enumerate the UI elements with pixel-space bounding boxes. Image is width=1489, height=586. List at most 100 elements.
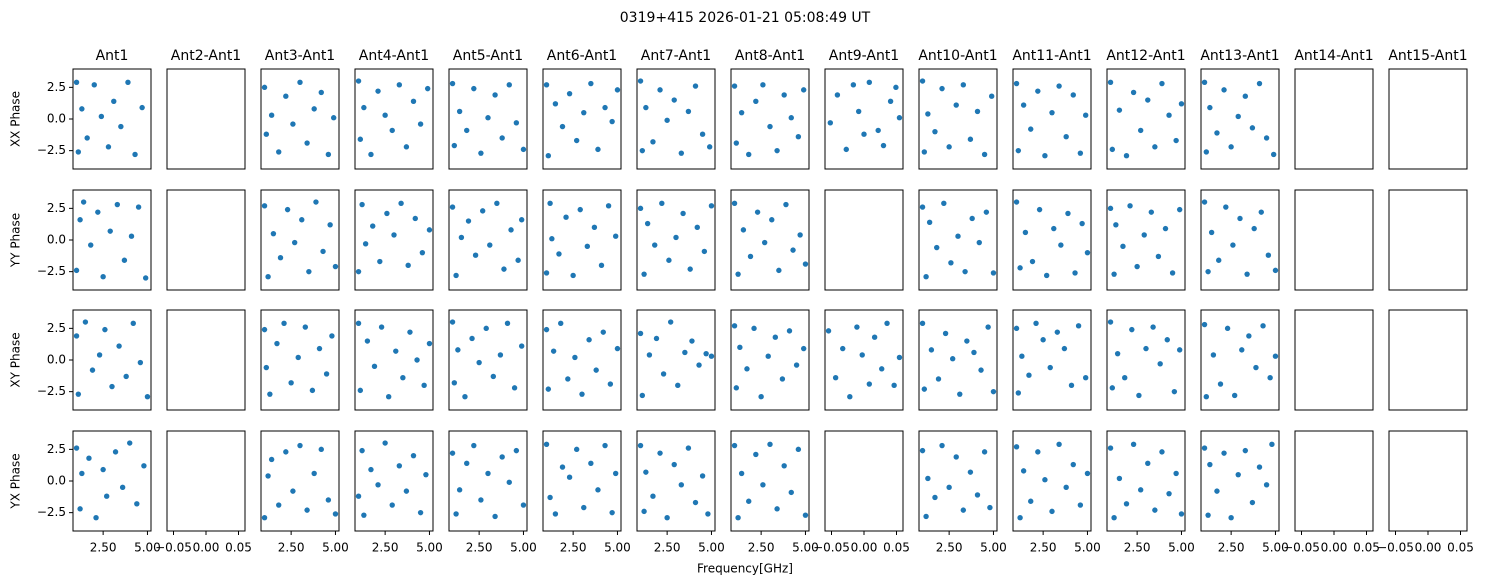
point [396, 463, 403, 469]
point [680, 210, 686, 217]
point [588, 80, 594, 87]
point [925, 475, 931, 482]
panel-frame [542, 189, 622, 291]
panel-frame [636, 68, 716, 170]
point [706, 144, 713, 150]
panel-frame [1106, 189, 1186, 291]
point [382, 112, 388, 118]
point [1134, 263, 1140, 270]
point [880, 142, 887, 149]
point [1017, 265, 1023, 271]
point [694, 224, 700, 231]
point [793, 362, 800, 368]
panel [1012, 68, 1092, 170]
point [866, 381, 873, 387]
point [125, 79, 131, 85]
panel-frame [448, 189, 528, 291]
point [332, 263, 339, 270]
panel-frame [354, 189, 434, 291]
point [79, 106, 85, 112]
point [1244, 271, 1250, 277]
point [891, 382, 897, 389]
point [666, 257, 672, 263]
point [543, 326, 550, 333]
point [368, 151, 374, 158]
point [570, 272, 576, 279]
point [602, 442, 608, 449]
point [297, 79, 303, 85]
point [866, 79, 873, 85]
point [325, 497, 332, 503]
point [941, 200, 947, 206]
panel-frame [72, 189, 152, 291]
point [1272, 353, 1279, 359]
point [91, 82, 97, 88]
point [370, 223, 376, 229]
y-tick-label: −2.5 [37, 384, 66, 398]
point [137, 359, 144, 366]
point [1251, 225, 1257, 232]
point [485, 115, 491, 121]
panel-frame [1388, 68, 1468, 170]
point [119, 484, 126, 491]
point [299, 217, 305, 223]
point [359, 201, 365, 208]
point [1107, 79, 1114, 85]
point [306, 268, 312, 275]
panel [1200, 189, 1280, 291]
point [449, 204, 456, 210]
point [1152, 507, 1158, 513]
point [1145, 460, 1151, 466]
point [1221, 87, 1227, 93]
point [988, 93, 995, 99]
panel [918, 68, 998, 170]
point [1242, 93, 1249, 99]
point [123, 373, 129, 380]
point [332, 511, 339, 517]
panel [1294, 68, 1374, 170]
point [932, 128, 938, 135]
point [758, 394, 764, 400]
point [276, 502, 282, 508]
point [1214, 130, 1220, 136]
point [1263, 135, 1270, 141]
panel-frame [1388, 189, 1468, 291]
x-tick-label: 2.50 [1030, 541, 1057, 555]
point [1201, 79, 1208, 85]
point [1077, 502, 1084, 508]
point [962, 268, 968, 275]
panel [1106, 68, 1186, 170]
point [355, 268, 362, 275]
point [261, 326, 268, 333]
point [424, 85, 431, 92]
point [854, 324, 860, 330]
point [609, 509, 615, 516]
point [598, 262, 605, 269]
panel [1012, 309, 1092, 411]
point [472, 252, 479, 258]
point [1123, 501, 1130, 507]
point [107, 228, 113, 234]
point [403, 144, 410, 150]
x-tick-label: 5.00 [1262, 541, 1289, 555]
panel [824, 430, 904, 532]
x-tick-label: 5.00 [416, 541, 443, 555]
point [309, 387, 316, 394]
point [653, 335, 660, 342]
point [659, 200, 665, 206]
x-tick-label: 0.05 [1447, 541, 1474, 555]
point [765, 353, 771, 359]
point [1221, 450, 1227, 456]
point [77, 506, 83, 512]
x-tick-label: 0.05 [225, 541, 252, 555]
point [939, 442, 945, 449]
panel-frame [824, 309, 904, 411]
panel [72, 189, 152, 291]
panel [354, 430, 434, 532]
point [572, 354, 578, 361]
point [1043, 272, 1050, 279]
panel-frame [1294, 430, 1374, 532]
point [1063, 484, 1069, 491]
point [368, 466, 374, 473]
point [1079, 220, 1085, 227]
